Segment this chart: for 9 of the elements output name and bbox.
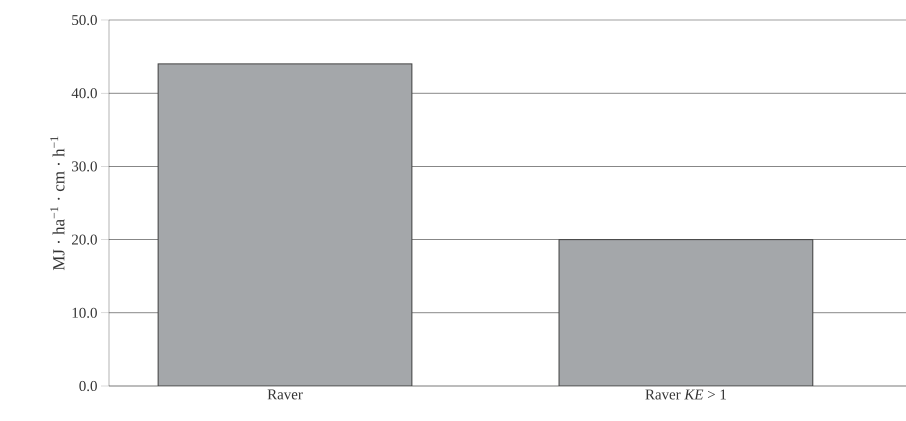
y-tick-label: 50.0: [72, 14, 97, 26]
y-tick-label: 0.0: [79, 380, 97, 392]
y-tick-label: 40.0: [72, 88, 97, 98]
y-tick-label: 30.0: [72, 161, 97, 172]
y-axis-title: MJ · ha$^{−1}$ · cm · h$^{−1}$: [50, 136, 64, 270]
y-tick-label: 20.0: [72, 234, 97, 245]
x-tick-label: Raver: [268, 390, 303, 400]
y-tick-label: 10.0: [72, 308, 97, 318]
x-tick-label: Raver KE > 1: [645, 390, 726, 400]
